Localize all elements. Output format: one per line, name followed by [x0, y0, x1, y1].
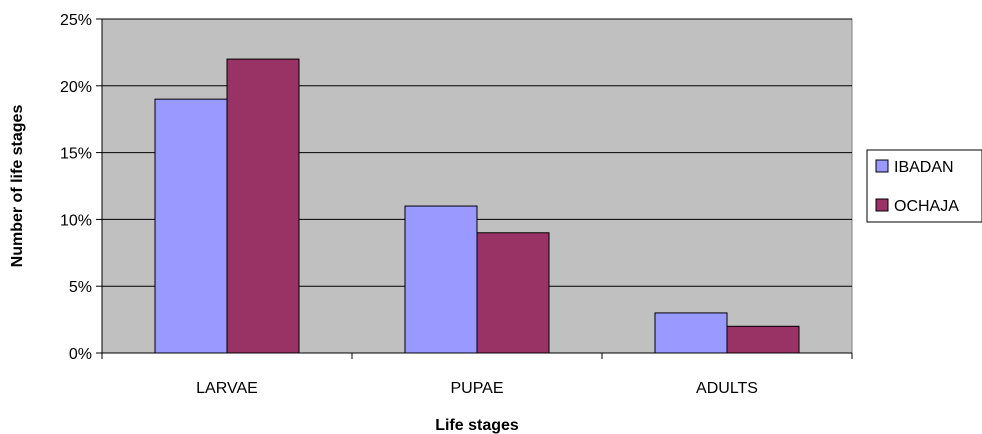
x-tick-label: PUPAE — [450, 380, 503, 397]
y-tick-labels: 0% 5% 10% 15% 20% 25% — [60, 12, 92, 363]
bars — [154, 58, 800, 354]
bar-ochaja-adults — [726, 325, 800, 354]
x-tick-labels: LARVAE PUPAE ADULTS — [196, 380, 758, 397]
y-tick-label: 0% — [69, 346, 92, 363]
legend-label-ibadan: IBADAN — [894, 159, 954, 176]
bar-ibadan-adults — [654, 312, 728, 354]
bar-ibadan-pupae — [404, 205, 478, 354]
bar-ochaja-pupae — [476, 232, 550, 354]
x-axis-title: Life stages — [435, 417, 519, 434]
y-tick-label: 15% — [60, 146, 92, 163]
legend-swatch-ibadan — [875, 159, 889, 173]
y-tick-label: 5% — [69, 279, 92, 296]
y-tick-label: 20% — [60, 79, 92, 96]
legend-swatch-ochaja — [875, 198, 889, 212]
bar-ibadan-larvae — [154, 98, 228, 354]
x-tick-label: ADULTS — [696, 380, 758, 397]
legend-label-ochaja: OCHAJA — [894, 198, 959, 215]
legend: IBADAN OCHAJA — [866, 149, 982, 223]
x-tick-label: LARVAE — [196, 380, 258, 397]
bar-ochaja-larvae — [226, 58, 300, 354]
y-tick-label: 10% — [60, 212, 92, 229]
axes — [96, 18, 853, 359]
y-axis-title: Number of life stages — [9, 105, 26, 268]
y-tick-label: 25% — [60, 12, 92, 29]
